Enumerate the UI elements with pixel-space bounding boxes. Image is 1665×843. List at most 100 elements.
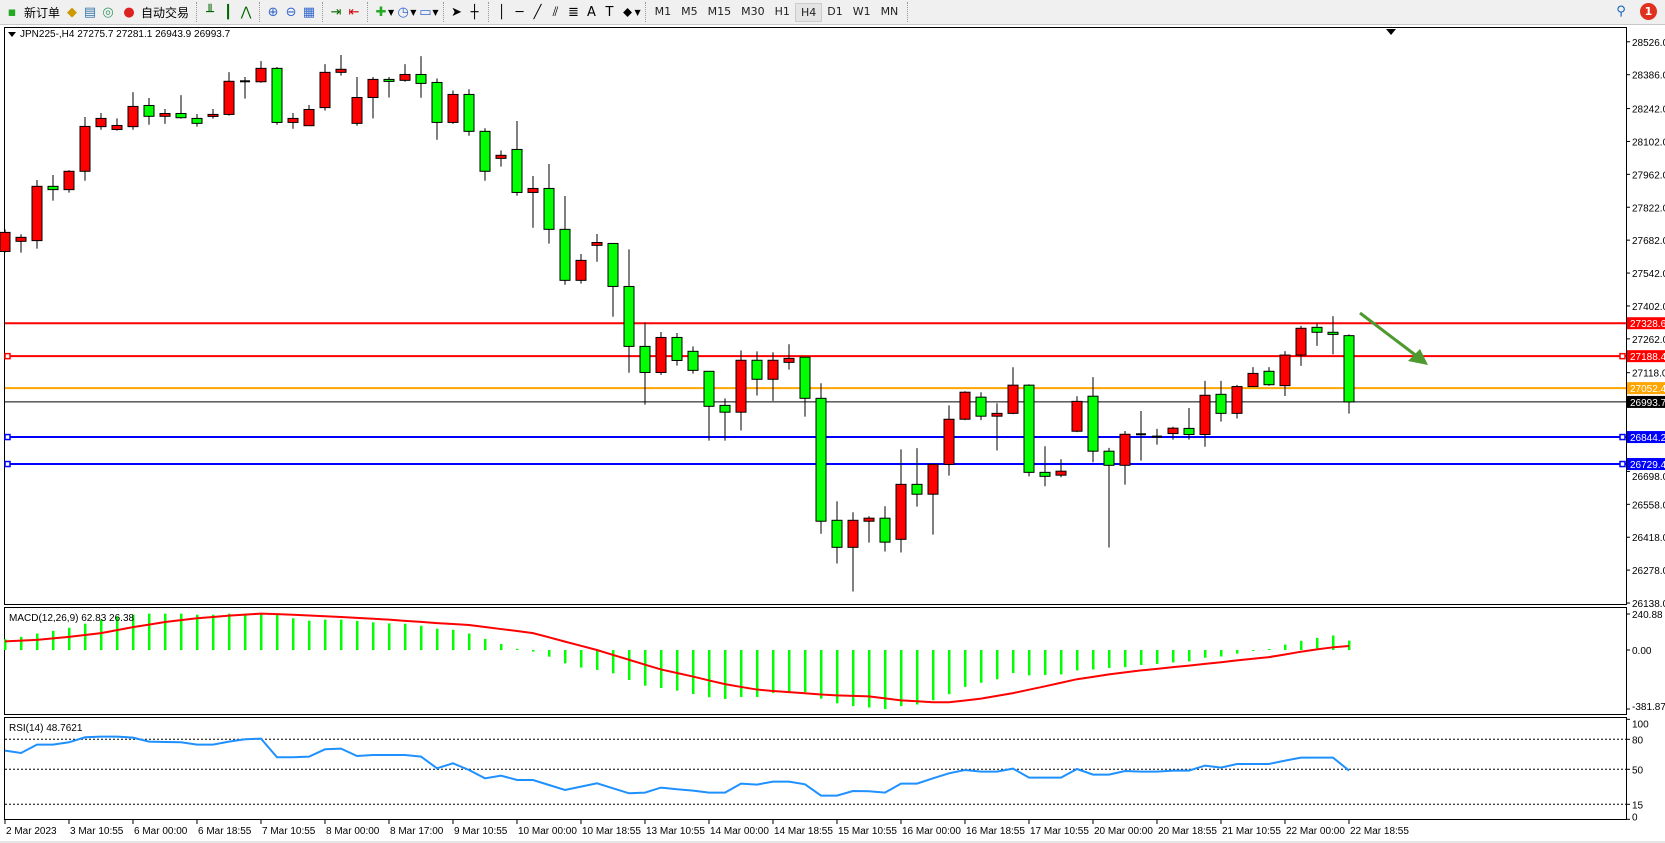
macd-signal-line bbox=[4, 612, 1350, 704]
new-order-icon: ▪ bbox=[7, 4, 17, 20]
candle-body bbox=[751, 359, 763, 380]
candle bbox=[975, 392, 987, 421]
signals-icon[interactable]: ◎ bbox=[102, 4, 114, 20]
macd-histogram-bar bbox=[292, 618, 295, 650]
bar-chart-icon[interactable]: ╨ bbox=[206, 4, 214, 20]
zoom-in-icon[interactable]: ⊕ bbox=[267, 4, 279, 20]
chevron-down-icon[interactable]: ▼ bbox=[432, 7, 439, 17]
chevron-down-icon[interactable]: ▼ bbox=[388, 7, 395, 17]
tile-windows-icon[interactable]: ▦ bbox=[302, 4, 316, 20]
timeframe-m15[interactable]: M15 bbox=[707, 4, 732, 18]
candle-body bbox=[1055, 470, 1067, 476]
timeframe-w1[interactable]: W1 bbox=[852, 4, 871, 18]
macd-histogram-bar bbox=[1284, 644, 1287, 650]
macd-histogram-bar bbox=[1252, 650, 1255, 651]
macd-histogram-bar bbox=[468, 633, 471, 650]
candle bbox=[255, 61, 267, 83]
candle bbox=[1071, 396, 1083, 433]
candle bbox=[559, 195, 571, 285]
candle-body bbox=[991, 412, 1003, 417]
chart-shift-marker-icon[interactable] bbox=[1386, 29, 1396, 35]
candle-body bbox=[335, 68, 347, 73]
macd-histogram-bar bbox=[196, 614, 199, 650]
candle-body bbox=[1152, 435, 1162, 438]
new-order-button[interactable]: ▪ 新订单 bbox=[0, 1, 63, 23]
vertical-line-icon[interactable]: │ bbox=[497, 4, 506, 20]
candle-body bbox=[431, 81, 443, 123]
candle bbox=[815, 383, 827, 534]
candlestick-icon[interactable]: ┃ bbox=[224, 4, 232, 20]
trendline-icon[interactable]: ╱ bbox=[533, 4, 542, 20]
trend-arrow-icon[interactable] bbox=[1359, 311, 1428, 365]
text-label-icon[interactable]: T bbox=[605, 4, 614, 20]
level-handle-icon bbox=[1619, 433, 1626, 441]
timeframe-d1[interactable]: D1 bbox=[827, 4, 843, 18]
auto-scroll-icon[interactable]: ⇥ bbox=[330, 4, 342, 20]
price-tick-label: 28386.0 bbox=[1632, 71, 1665, 82]
candle-body bbox=[175, 112, 187, 119]
macd-histogram-bar bbox=[404, 623, 407, 650]
market-watch-icon[interactable]: ◆ bbox=[67, 4, 78, 20]
candle bbox=[959, 391, 971, 421]
macd-histogram-bar bbox=[516, 648, 519, 650]
macd-histogram-bar bbox=[1236, 650, 1239, 654]
equidistant-channel-icon[interactable]: ⫽ bbox=[552, 4, 559, 20]
candle bbox=[1152, 428, 1162, 445]
chart-shift-icon[interactable]: ⇤ bbox=[348, 4, 360, 20]
chevron-down-icon[interactable]: ▼ bbox=[410, 7, 417, 17]
timeframe-m1[interactable]: M1 bbox=[654, 4, 672, 18]
price-tick-label: 27542.0 bbox=[1632, 269, 1665, 280]
time-tick-label: 2 Mar 2023 bbox=[6, 826, 57, 837]
cursor-icon[interactable]: ➤ bbox=[451, 4, 462, 20]
candles bbox=[0, 54, 1355, 592]
macd-histogram-bar bbox=[308, 620, 311, 650]
candle-body bbox=[927, 463, 939, 495]
candle-body bbox=[671, 336, 683, 361]
macd-histogram-bar bbox=[1012, 650, 1015, 674]
price-tick-label: 27118.0 bbox=[1632, 369, 1665, 380]
candle bbox=[1247, 367, 1259, 388]
time-tick-label: 14 Mar 00:00 bbox=[710, 826, 769, 837]
zoom-out-icon[interactable]: ⊖ bbox=[285, 4, 297, 20]
templates-icon[interactable]: ▭ bbox=[419, 4, 432, 20]
timeframe-bar: M1 M5 M15 M30 H1 H4 D1 W1 MN bbox=[650, 2, 904, 22]
timeframe-h4[interactable]: H4 bbox=[794, 2, 823, 22]
arrows-icon[interactable]: ⬥ bbox=[622, 4, 633, 20]
auto-trading-button[interactable]: ● 自动交易 bbox=[117, 1, 192, 23]
candle-body bbox=[1103, 450, 1115, 466]
terminal-icon[interactable]: ▤ bbox=[83, 4, 97, 20]
macd-histogram-bar bbox=[1124, 650, 1127, 668]
symbol-menu-triangle-icon[interactable] bbox=[8, 32, 16, 37]
candle bbox=[95, 113, 107, 130]
notification-badge[interactable]: 1 bbox=[1640, 2, 1657, 20]
macd-histogram-bar bbox=[100, 619, 103, 650]
candle-body bbox=[975, 396, 987, 417]
fibonacci-icon[interactable]: ≣ bbox=[568, 4, 579, 20]
macd-histogram-bar bbox=[324, 619, 327, 650]
separator bbox=[196, 2, 198, 22]
indicators-icon[interactable]: ✚ bbox=[375, 4, 387, 20]
time-tick-label: 13 Mar 10:55 bbox=[646, 826, 705, 837]
candle bbox=[527, 175, 539, 228]
timeframe-m30[interactable]: M30 bbox=[741, 4, 765, 18]
macd-histogram-bar bbox=[212, 614, 215, 650]
price-level-tag bbox=[1627, 317, 1665, 330]
horizontal-line-icon[interactable]: ─ bbox=[515, 4, 524, 20]
candle-body bbox=[767, 359, 779, 380]
timeframe-h1[interactable]: H1 bbox=[774, 4, 790, 18]
search-icon[interactable]: ⚲ bbox=[1616, 3, 1626, 19]
candle bbox=[223, 72, 235, 116]
candle-body bbox=[895, 483, 907, 540]
chevron-down-icon[interactable]: ▼ bbox=[634, 7, 641, 17]
line-chart-icon[interactable]: ⋀ bbox=[240, 4, 252, 20]
crosshair-icon[interactable]: ┼ bbox=[470, 4, 479, 20]
time-tick-label: 17 Mar 10:55 bbox=[1030, 826, 1089, 837]
candle-body bbox=[623, 285, 635, 347]
timeframe-m5[interactable]: M5 bbox=[681, 4, 698, 18]
time-tick-label: 15 Mar 10:55 bbox=[838, 826, 897, 837]
periods-clock-icon[interactable]: ◷ bbox=[397, 4, 409, 20]
timeframe-mn[interactable]: MN bbox=[880, 4, 899, 18]
candle bbox=[1039, 446, 1051, 487]
text-icon[interactable]: A bbox=[587, 4, 596, 20]
